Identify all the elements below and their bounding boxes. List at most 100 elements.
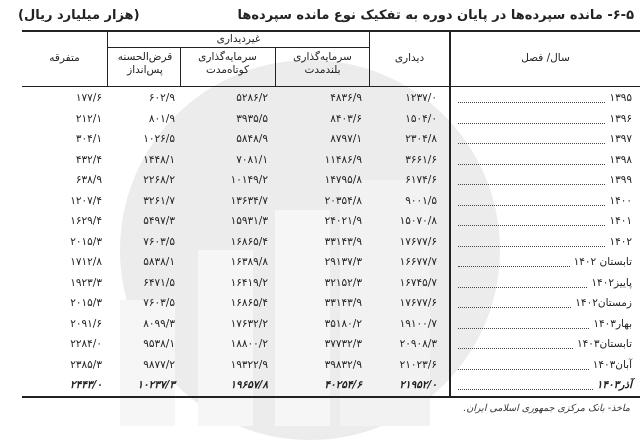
qard-cell: ۸۰۹۹/۳ <box>143 317 175 330</box>
leader-dots <box>458 114 606 124</box>
period-label: ۱۳۹۹ <box>609 174 632 186</box>
source-note: ماخذ- بانک مرکزی جمهوری اسلامی ایران. <box>463 403 630 414</box>
short-term-cell: ۱۶۴۱۹/۲ <box>230 276 268 289</box>
leader-dots <box>458 216 606 226</box>
long-term-cell: ۳۳۱۴۳/۹ <box>324 297 362 309</box>
short-term-cell: ۱۰۱۴۹/۲ <box>230 174 268 186</box>
unit-label: (هزار میلیارد ریال) <box>18 8 140 23</box>
qard-cell: ۷۶۰۳/۵ <box>143 297 175 309</box>
short-term-cell: ۳۹۳۵/۵ <box>236 112 268 125</box>
period-label: تابستان۱۴۰۳ <box>576 338 632 350</box>
qard-cell: ۷۶۰۳/۵ <box>143 235 175 248</box>
qard-cell: ۸۰۱/۹ <box>148 112 175 125</box>
demand-cell: ۱۶۷۴۵/۷ <box>399 276 437 289</box>
demand-cell: ۱۲۳۷/۰ <box>405 92 437 104</box>
demand-cell: ۱۵۰۴/۰ <box>405 112 437 125</box>
long-term-cell: ۳۹۸۳۲/۹ <box>324 358 362 371</box>
misc-cell: ۱۲۰۷/۴ <box>70 194 102 207</box>
qard-cell: ۱۴۴۸/۱ <box>143 153 175 166</box>
demand-cell: ۲۳۰۴/۸ <box>405 133 437 145</box>
misc-cell: ۲۲۸۴/۰ <box>70 338 102 350</box>
leader-dots <box>458 134 606 144</box>
table-row: ۱۴۰۱ ۱۵۰۷۰/۸ ۲۴۰۲۱/۹ ۱۵۹۳۱/۳ ۵۴۹۷/۳ ۱۶۲۹/۴ <box>0 211 640 231</box>
table-title: ۶-۵- مانده سپرده‌ها در پایان دوره به تفک… <box>237 8 634 23</box>
header-short-term: سرمایه‌گذاری کوتاه‌مدت <box>198 51 257 76</box>
period-cell: ۱۳۹۸ <box>458 150 632 170</box>
period-label: ۱۴۰۱ <box>609 215 632 227</box>
watermark-bar <box>275 210 330 426</box>
demand-cell: ۱۷۶۷۷/۶ <box>399 297 437 309</box>
misc-cell: ۲۰۹۱/۶ <box>70 317 102 330</box>
qard-cell: ۶۰۲/۹ <box>148 92 175 104</box>
period-label: زمستان۱۴۰۲ <box>575 297 632 309</box>
period-cell: پاییز۱۴۰۲ <box>458 273 632 293</box>
leader-dots <box>458 257 570 267</box>
period-label: ۱۳۹۵ <box>609 92 632 104</box>
period-cell: ۱۳۹۶ <box>458 109 632 129</box>
period-cell: زمستان۱۴۰۲ <box>458 293 632 313</box>
demand-cell: ۶۱۷۴/۶ <box>405 174 437 186</box>
short-term-cell: ۷۰۸۱/۱ <box>236 153 268 166</box>
short-term-cell: ۵۸۴۸/۹ <box>236 133 268 145</box>
long-term-cell: ۸۷۹۷/۱ <box>330 133 362 145</box>
misc-cell: ۲۳۸۵/۳ <box>70 358 102 371</box>
long-term-cell: ۳۷۷۳۲/۳ <box>324 338 362 350</box>
leader-dots <box>458 237 606 247</box>
period-label: پاییز۱۴۰۲ <box>591 276 632 289</box>
long-term-cell: ۸۴۰۳/۶ <box>330 112 362 125</box>
table-row: تابستان ۱۴۰۲ ۱۶۶۷۷/۷ ۲۹۱۳۷/۳ ۱۶۳۸۹/۸ ۵۸۳۸/۱ ۱… <box>0 252 640 272</box>
period-label: ۱۴۰۲ <box>609 235 632 248</box>
watermark-bar <box>340 180 430 426</box>
qard-cell: ۲۲۶۸/۲ <box>143 174 175 186</box>
demand-cell: ۲۱۹۵۲/۰ <box>399 379 437 391</box>
leader-dots <box>458 319 590 329</box>
long-term-cell: ۲۰۳۵۴/۸ <box>324 194 362 207</box>
qard-cell: ۱۰۲۳۷/۳ <box>137 379 175 391</box>
leader-dots <box>458 278 588 288</box>
demand-cell: ۱۹۱۰۰/۷ <box>399 317 437 330</box>
misc-cell: ۲۱۲/۱ <box>75 112 102 125</box>
leader-dots <box>458 298 572 308</box>
table-row: ۱۴۰۲ ۱۷۶۷۷/۶ ۳۳۱۴۳/۹ ۱۶۸۶۵/۴ ۷۶۰۳/۵ ۲۰۱۵/۳ <box>0 232 640 252</box>
qard-cell: ۱۰۲۶/۵ <box>143 133 175 145</box>
long-term-cell: ۲۹۱۳۷/۳ <box>324 256 362 268</box>
period-cell: ۱۴۰۰ <box>458 191 632 211</box>
demand-cell: ۲۰۹۰۸/۳ <box>399 338 437 350</box>
long-term-cell: ۳۳۱۴۳/۹ <box>324 235 362 248</box>
period-label: تابستان ۱۴۰۲ <box>573 256 632 268</box>
short-term-cell: ۵۲۸۶/۲ <box>236 92 268 104</box>
period-label: آذر۱۴۰۳ <box>596 379 632 391</box>
short-term-cell: ۱۶۳۸۹/۸ <box>230 256 268 268</box>
period-label: بهار۱۴۰۳ <box>593 317 632 330</box>
table-row: ۱۳۹۵ ۱۲۳۷/۰ ۴۸۳۶/۹ ۵۲۸۶/۲ ۶۰۲/۹ ۱۷۷/۶ <box>0 88 640 108</box>
period-cell: تابستان ۱۴۰۲ <box>458 252 632 272</box>
header-long-term: سرمایه‌گذاری بلندمدت <box>293 51 352 76</box>
table-row: ۱۳۹۹ ۶۱۷۴/۶ ۱۴۷۹۵/۸ ۱۰۱۴۹/۲ ۲۲۶۸/۲ ۶۳۸/۹ <box>0 170 640 190</box>
misc-cell: ۳۰۴/۱ <box>75 133 102 145</box>
period-label: ۱۳۹۶ <box>609 112 632 125</box>
misc-cell: ۱۶۲۹/۴ <box>70 215 102 227</box>
short-term-cell: ۱۸۸۰۰/۲ <box>230 338 268 350</box>
short-term-cell: ۱۶۸۶۵/۴ <box>230 297 268 309</box>
period-cell: بهار۱۴۰۳ <box>458 314 632 334</box>
short-term-cell: ۱۳۶۳۴/۷ <box>230 194 268 207</box>
table-row: ۱۳۹۶ ۱۵۰۴/۰ ۸۴۰۳/۶ ۳۹۳۵/۵ ۸۰۱/۹ ۲۱۲/۱ <box>0 109 640 129</box>
leader-dots <box>458 155 606 165</box>
table-row: آبان۱۴۰۳ ۲۱۰۲۳/۶ ۳۹۸۳۲/۹ ۱۹۳۲۲/۹ ۹۸۷۷/۲ ۲۳۸۵/… <box>0 355 640 375</box>
table-row: بهار۱۴۰۳ ۱۹۱۰۰/۷ ۳۵۱۸۰/۲ ۱۷۶۳۲/۲ ۸۰۹۹/۳ ۲۰۹۱/… <box>0 314 640 334</box>
long-term-cell: ۴۸۳۶/۹ <box>330 92 362 104</box>
period-cell: ۱۴۰۲ <box>458 232 632 252</box>
table-row: پاییز۱۴۰۲ ۱۶۷۴۵/۷ ۳۲۱۵۲/۳ ۱۶۴۱۹/۲ ۶۴۷۱/۵ ۱۹۲۳… <box>0 273 640 293</box>
demand-cell: ۱۵۰۷۰/۸ <box>399 215 437 227</box>
period-cell: ۱۳۹۵ <box>458 88 632 108</box>
misc-cell: ۱۷۷/۶ <box>75 92 102 104</box>
demand-cell: ۹۰۰۱/۵ <box>405 194 437 207</box>
short-term-cell: ۱۷۶۳۲/۲ <box>230 317 268 330</box>
demand-cell: ۳۶۶۱/۶ <box>405 153 437 166</box>
short-term-cell: ۱۵۹۳۱/۳ <box>230 215 268 227</box>
leader-dots <box>458 93 606 103</box>
table-row: زمستان۱۴۰۲ ۱۷۶۷۷/۶ ۳۳۱۴۳/۹ ۱۶۸۶۵/۴ ۷۶۰۳/۵ ۲۰۱… <box>0 293 640 313</box>
table-row: ۱۳۹۸ ۳۶۶۱/۶ ۱۱۴۸۶/۹ ۷۰۸۱/۱ ۱۴۴۸/۱ ۴۳۲/۴ <box>0 150 640 170</box>
misc-cell: ۴۳۲/۴ <box>75 153 102 166</box>
qard-cell: ۶۴۷۱/۵ <box>143 276 175 289</box>
